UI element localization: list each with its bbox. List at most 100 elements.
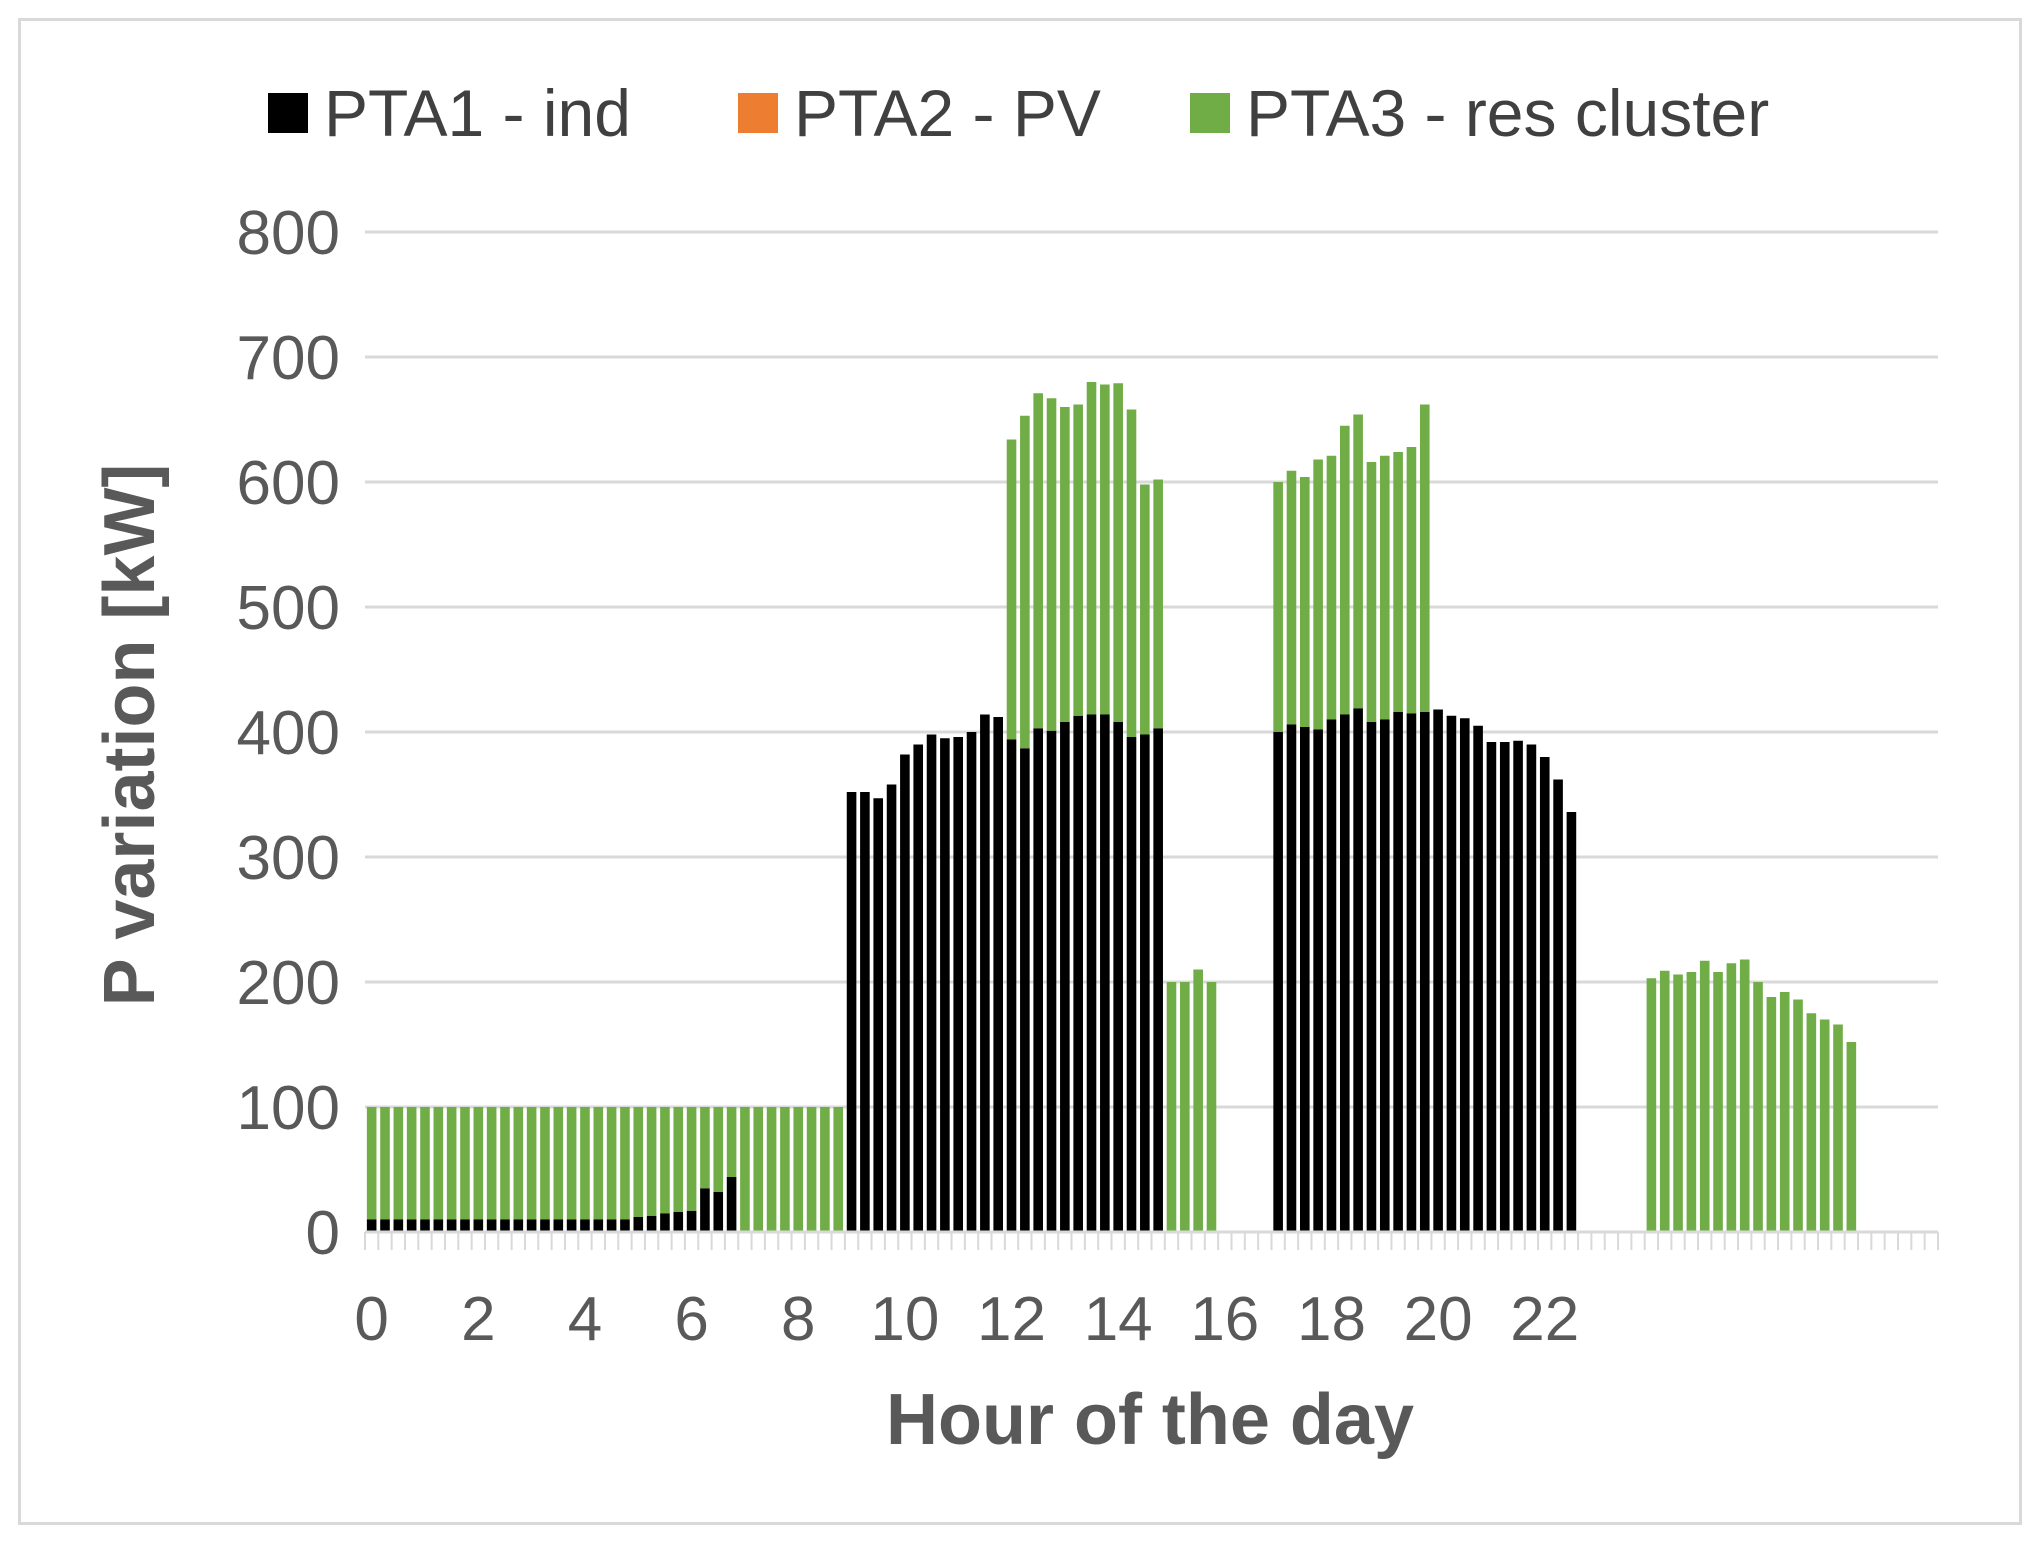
bar-1-81	[1446, 715, 1457, 1232]
bar-3-49	[1020, 415, 1030, 749]
bar-3-7	[460, 1107, 470, 1220]
x-axis: 0 2 4 6 8 10 12 14 16 18 20 22	[354, 1230, 1939, 1354]
y-axis-title: P variation [kW]	[90, 464, 170, 1007]
bar-3-108	[1806, 1013, 1817, 1232]
bar-1-77	[1393, 712, 1403, 1232]
bar-3-71	[1313, 459, 1323, 730]
bar-3-9	[486, 1107, 497, 1220]
bar-1-55	[1100, 714, 1110, 1232]
bar-3-61	[1180, 982, 1190, 1232]
bar-1-74	[1353, 708, 1363, 1232]
bar-1-90	[1566, 812, 1577, 1232]
bar-1-76	[1379, 719, 1390, 1232]
bar-3-70	[1300, 477, 1310, 727]
bar-1-41	[913, 744, 924, 1232]
y-tick-label-200: 200	[237, 949, 340, 1018]
bar-1-54	[1086, 714, 1097, 1232]
bar-3-5	[433, 1107, 444, 1220]
bar-3-6	[446, 1107, 457, 1220]
bar-3-79	[1419, 404, 1430, 712]
bar-1-1	[380, 1219, 390, 1232]
bar-3-51	[1046, 398, 1057, 731]
bar-1-39	[886, 784, 897, 1232]
bar-3-99	[1686, 972, 1697, 1232]
bar-3-60	[1166, 982, 1177, 1232]
bar-1-43	[940, 738, 950, 1232]
bar-3-76	[1379, 455, 1390, 720]
y-tick-label-300: 300	[237, 824, 340, 893]
bar-1-86	[1513, 740, 1523, 1232]
bar-3-34	[820, 1107, 830, 1232]
bar-1-73	[1339, 714, 1350, 1232]
bar-3-3	[406, 1107, 417, 1220]
x-tick-label-14: 14	[1084, 1285, 1153, 1354]
bar-1-6	[446, 1219, 457, 1232]
bar-1-9	[486, 1219, 497, 1232]
y-tick-label-0: 0	[306, 1199, 340, 1268]
bar-1-58	[1140, 734, 1150, 1232]
bar-1-47	[993, 717, 1003, 1232]
legend-swatch-2	[738, 93, 778, 133]
bar-3-103	[1739, 959, 1750, 1232]
bar-3-100	[1699, 960, 1710, 1232]
bar-3-98	[1673, 974, 1683, 1232]
bar-3-102	[1726, 963, 1737, 1232]
bar-1-16	[580, 1219, 590, 1232]
bar-1-78	[1406, 713, 1417, 1232]
bar-3-68	[1273, 482, 1283, 732]
legend: PTA1 - ind PTA2 - PV PTA3 - res cluster	[268, 76, 1769, 150]
bar-3-23	[673, 1107, 684, 1212]
bar-1-42	[926, 734, 937, 1232]
bar-1-52	[1060, 722, 1070, 1232]
x-tick-label-20: 20	[1404, 1285, 1473, 1354]
bar-3-8	[473, 1107, 484, 1220]
y-tick-label-700: 700	[237, 324, 340, 393]
bar-3-1	[380, 1107, 390, 1220]
bar-3-11	[513, 1107, 524, 1220]
bar-1-56	[1113, 722, 1123, 1232]
bar-1-79	[1419, 712, 1430, 1232]
bar-3-20	[633, 1107, 644, 1217]
bar-3-31	[780, 1107, 790, 1232]
x-tick-label-4: 4	[568, 1285, 602, 1354]
y-tick-label-600: 600	[237, 449, 340, 518]
bar-3-21	[646, 1107, 657, 1216]
bar-3-29	[753, 1107, 764, 1232]
bar-3-59	[1153, 479, 1163, 729]
bar-3-16	[580, 1107, 590, 1220]
legend-label-3: PTA3 - res cluster	[1246, 76, 1769, 150]
x-tick-label-0: 0	[354, 1285, 388, 1354]
bar-1-37	[860, 792, 870, 1232]
bar-3-19	[620, 1107, 630, 1220]
bar-3-106	[1779, 992, 1790, 1232]
bar-3-48	[1006, 439, 1017, 740]
bar-1-45	[966, 732, 977, 1232]
bar-1-57	[1126, 737, 1137, 1232]
x-tick-label-8: 8	[781, 1285, 815, 1354]
y-tick-label-400: 400	[237, 699, 340, 768]
bar-1-10	[500, 1219, 510, 1232]
bar-1-38	[873, 798, 884, 1232]
bar-3-110	[1833, 1024, 1843, 1232]
bar-3-55	[1100, 384, 1110, 715]
bar-3-105	[1766, 997, 1777, 1232]
bar-3-13	[540, 1107, 550, 1220]
y-tick-label-100: 100	[237, 1074, 340, 1143]
x-tick-label-12: 12	[977, 1285, 1046, 1354]
bar-1-2	[393, 1219, 404, 1232]
bar-1-50	[1033, 728, 1043, 1232]
bar-3-10	[500, 1107, 510, 1220]
bar-1-80	[1433, 709, 1443, 1232]
bar-3-0	[366, 1107, 377, 1220]
bar-1-51	[1046, 730, 1057, 1232]
bar-1-20	[633, 1217, 644, 1232]
bar-3-97	[1659, 970, 1670, 1232]
bar-1-49	[1020, 748, 1030, 1232]
bar-1-44	[953, 737, 964, 1232]
bar-3-30	[766, 1107, 777, 1232]
bar-1-26	[713, 1192, 724, 1232]
bar-1-22	[660, 1213, 670, 1232]
bar-1-13	[540, 1219, 550, 1232]
bar-1-23	[673, 1212, 684, 1232]
